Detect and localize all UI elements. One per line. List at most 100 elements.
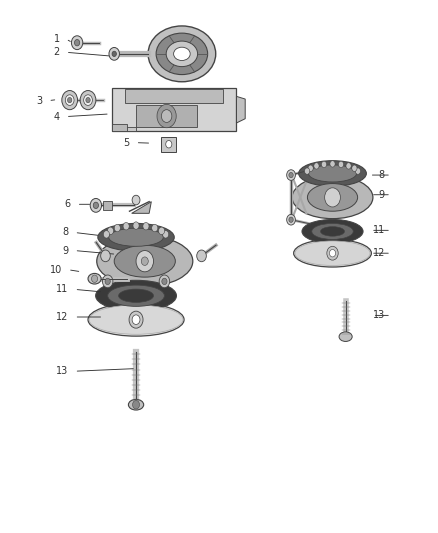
Text: 11: 11: [373, 225, 385, 236]
Circle shape: [123, 222, 129, 230]
Text: 3: 3: [36, 95, 42, 106]
Circle shape: [93, 202, 99, 208]
Circle shape: [141, 257, 148, 265]
Ellipse shape: [173, 47, 190, 61]
Circle shape: [325, 188, 340, 207]
Circle shape: [84, 95, 92, 106]
Circle shape: [80, 91, 96, 110]
Ellipse shape: [292, 176, 373, 219]
Polygon shape: [125, 90, 223, 103]
Polygon shape: [112, 88, 237, 131]
Circle shape: [132, 195, 140, 205]
Circle shape: [92, 275, 98, 282]
Circle shape: [62, 91, 78, 110]
Circle shape: [314, 163, 319, 169]
Circle shape: [327, 246, 338, 260]
Ellipse shape: [308, 165, 357, 182]
Ellipse shape: [312, 223, 353, 239]
Circle shape: [132, 315, 140, 325]
Circle shape: [330, 161, 335, 167]
Circle shape: [103, 231, 110, 238]
Text: 12: 12: [56, 312, 68, 322]
Circle shape: [101, 250, 110, 262]
Ellipse shape: [321, 227, 345, 236]
Circle shape: [289, 172, 293, 177]
Ellipse shape: [88, 273, 101, 284]
Ellipse shape: [88, 303, 184, 336]
Ellipse shape: [156, 33, 208, 75]
Ellipse shape: [339, 332, 352, 342]
Ellipse shape: [108, 285, 164, 306]
Text: 13: 13: [373, 310, 385, 320]
Polygon shape: [132, 201, 151, 213]
Text: 13: 13: [56, 366, 68, 376]
Text: 12: 12: [373, 248, 385, 258]
Polygon shape: [237, 96, 245, 123]
Circle shape: [129, 311, 143, 328]
Circle shape: [114, 224, 120, 232]
Circle shape: [136, 251, 153, 272]
Circle shape: [304, 168, 310, 174]
Circle shape: [166, 141, 172, 148]
Circle shape: [86, 98, 90, 103]
Circle shape: [159, 275, 170, 288]
Circle shape: [287, 169, 295, 180]
Text: 11: 11: [56, 285, 68, 294]
Circle shape: [133, 400, 140, 409]
Text: 9: 9: [62, 246, 68, 255]
Text: 9: 9: [379, 190, 385, 200]
Ellipse shape: [295, 241, 370, 265]
Circle shape: [107, 227, 113, 235]
Ellipse shape: [119, 289, 153, 302]
Ellipse shape: [148, 26, 216, 82]
Ellipse shape: [293, 239, 371, 267]
Circle shape: [197, 250, 206, 262]
Text: 8: 8: [379, 170, 385, 180]
Ellipse shape: [98, 223, 174, 251]
FancyBboxPatch shape: [161, 137, 176, 152]
Circle shape: [67, 98, 72, 103]
Ellipse shape: [95, 280, 177, 311]
Text: 8: 8: [62, 228, 68, 238]
Circle shape: [321, 161, 327, 167]
Polygon shape: [112, 127, 136, 131]
Circle shape: [133, 222, 139, 229]
Circle shape: [162, 278, 167, 285]
Circle shape: [109, 47, 120, 60]
Ellipse shape: [89, 305, 183, 334]
Text: 10: 10: [49, 265, 62, 274]
Circle shape: [159, 227, 165, 235]
Circle shape: [90, 198, 102, 212]
FancyBboxPatch shape: [103, 200, 113, 210]
Text: 2: 2: [53, 47, 60, 57]
Ellipse shape: [109, 228, 163, 246]
Polygon shape: [136, 106, 197, 127]
Ellipse shape: [307, 183, 357, 211]
Circle shape: [329, 249, 336, 257]
Polygon shape: [112, 124, 127, 131]
Ellipse shape: [97, 236, 193, 286]
Circle shape: [102, 275, 113, 288]
Circle shape: [65, 95, 74, 106]
Text: 6: 6: [64, 199, 71, 209]
Text: 1: 1: [53, 34, 60, 44]
Circle shape: [352, 165, 357, 172]
Circle shape: [161, 110, 172, 123]
Circle shape: [287, 214, 295, 225]
Circle shape: [289, 217, 293, 222]
Circle shape: [162, 231, 169, 238]
Text: 5: 5: [123, 138, 130, 148]
Ellipse shape: [302, 220, 363, 244]
Ellipse shape: [128, 399, 144, 410]
Text: 4: 4: [53, 111, 60, 122]
Circle shape: [152, 224, 158, 232]
Circle shape: [157, 104, 176, 128]
Ellipse shape: [299, 161, 366, 186]
Circle shape: [355, 168, 360, 174]
Circle shape: [105, 278, 110, 285]
Circle shape: [346, 163, 351, 169]
Ellipse shape: [166, 41, 198, 67]
Circle shape: [308, 165, 313, 172]
Ellipse shape: [114, 245, 175, 277]
Circle shape: [143, 222, 149, 230]
